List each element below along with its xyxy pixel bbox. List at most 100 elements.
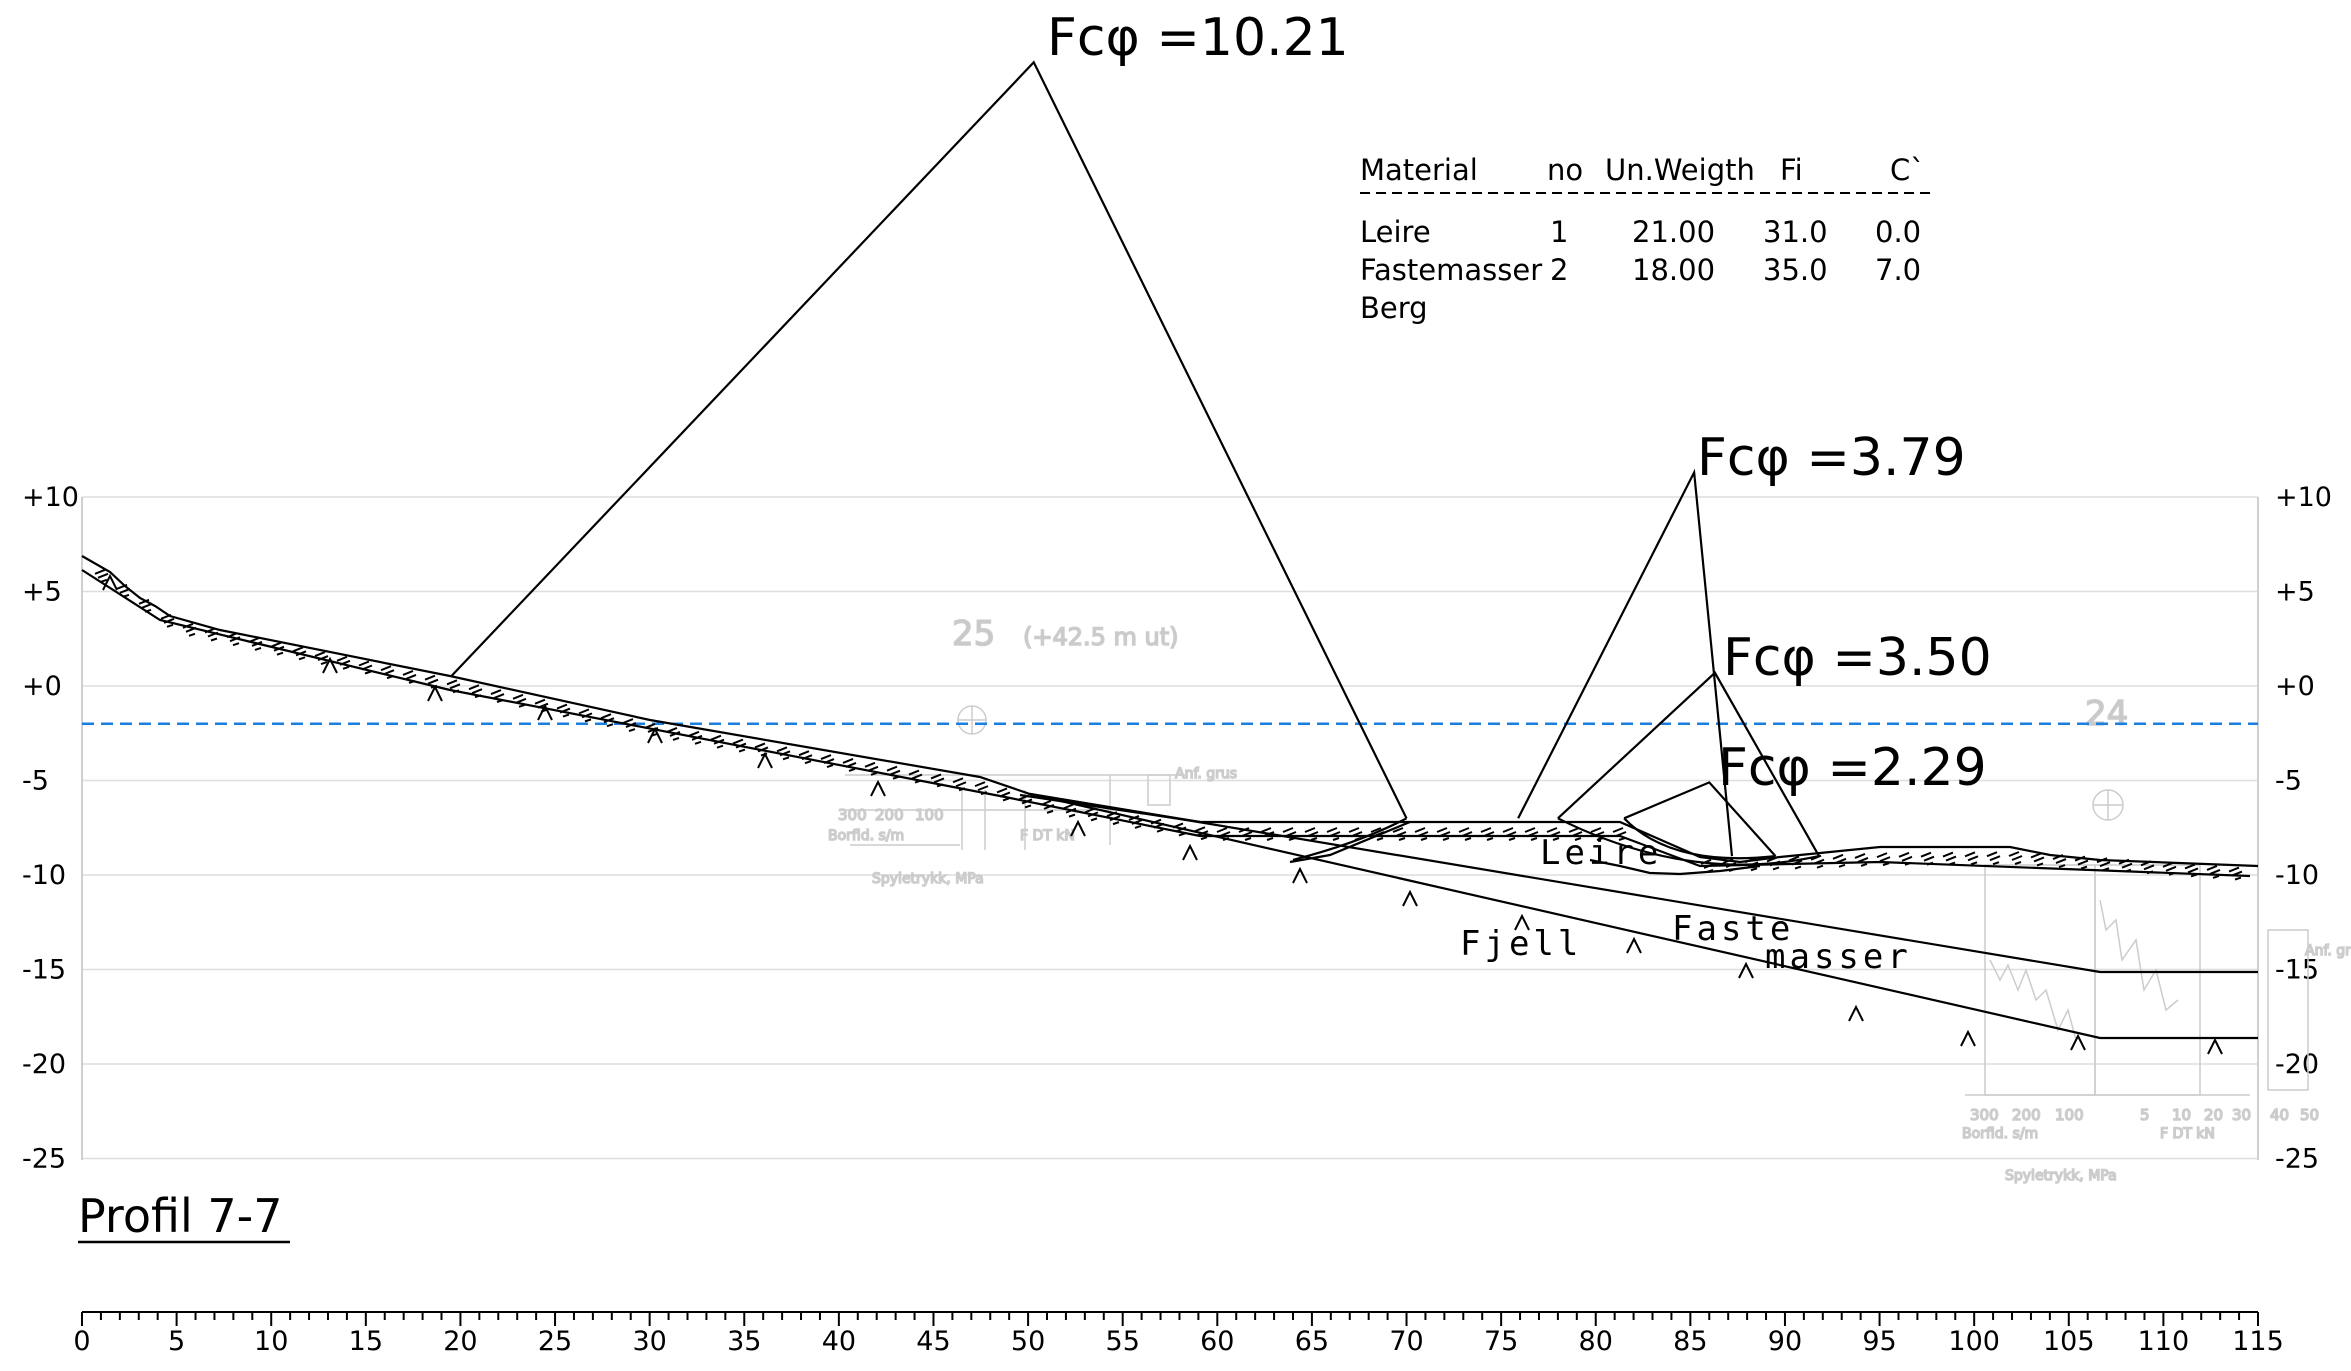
clay-hatch [160, 613, 175, 628]
table-header-material: Material [1360, 153, 1478, 187]
x-axis-ticks [81, 1312, 2259, 1326]
clay-hatch [1546, 827, 1561, 841]
bedrock-tick [2207, 1037, 2223, 1055]
clay-hatch [1986, 851, 2001, 866]
bedrock-tick-symbols [102, 573, 2223, 1055]
clay-hatch [204, 627, 219, 642]
clay-hatch [886, 765, 901, 780]
clay-hatch [1018, 794, 1033, 809]
clay-hatch [1062, 803, 1077, 818]
clay-hatch [116, 583, 131, 598]
clay-hatch [776, 746, 791, 761]
sounding-right-borfld: Borfld. s/m [1962, 1126, 2038, 1142]
clay-hatch [1480, 827, 1495, 841]
clay-hatch [2052, 854, 2067, 868]
fc-label-1: Fcφ =10.21 [1047, 8, 1349, 68]
x-tick-label: 85 [1673, 1326, 1707, 1357]
clay-hatch [2118, 858, 2133, 873]
x-tick-label: 100 [1948, 1326, 2000, 1357]
slip-arc-small [1623, 817, 1776, 860]
clay-hatch [1876, 852, 1891, 867]
clay-hatch [468, 684, 483, 699]
sounding-left-scale-2: 200 [875, 806, 904, 824]
bedrock-line [1029, 792, 2258, 1040]
soil-label-fill-1: Faste [1672, 909, 1794, 949]
x-tick-label: 0 [73, 1326, 90, 1357]
clay-hatch [952, 777, 967, 792]
clay-hatch [490, 689, 505, 703]
clay-hatch [226, 632, 241, 647]
y-tick-label-right: -5 [2275, 766, 2302, 797]
clay-hatch [2074, 855, 2089, 870]
clay-hatch [182, 622, 197, 637]
fc-label-4: Fcφ =2.29 [1718, 738, 1987, 798]
fc-label-2: Fcφ =3.79 [1697, 428, 1966, 488]
x-tick-label: 15 [349, 1326, 383, 1357]
clay-hatch [1392, 827, 1407, 841]
y-tick-label-left: +0 [22, 671, 62, 702]
soil-label-fill-2: masser [1765, 937, 1912, 977]
clay-hatch [380, 665, 395, 680]
y-tick-label-left: +10 [22, 482, 79, 513]
clay-hatch [1524, 827, 1539, 841]
bedrock-tick [1070, 819, 1086, 837]
x-tick-label: 95 [1862, 1326, 1896, 1357]
x-tick-label: 115 [2232, 1326, 2284, 1357]
clay-hatch [732, 738, 747, 753]
clay-hatch [1898, 851, 1913, 866]
table-cell: 2 [1550, 253, 1568, 287]
clay-hatch [1612, 827, 1627, 841]
clay-hatch [820, 754, 835, 769]
clay-hatch [908, 769, 923, 784]
x-tick-label: 40 [822, 1326, 856, 1357]
clay-hatch [1458, 827, 1473, 841]
table-cell: 35.0 [1763, 253, 1828, 287]
table-cell: Fastemasser [1360, 253, 1542, 287]
clay-hatch [556, 703, 571, 718]
clay-hatch [512, 693, 527, 708]
y-tick-label-left: +5 [22, 577, 62, 608]
sounding-right-f2: 10 [2172, 1106, 2191, 1124]
clay-hatch [1106, 811, 1121, 826]
y-tick-label-right: -15 [2275, 955, 2319, 986]
bedrock-tick [427, 684, 443, 702]
clay-hatch [1216, 827, 1231, 841]
clay-hatch [2184, 863, 2199, 878]
bedrock-tick [1514, 913, 1530, 931]
clay-hatch [1942, 851, 1957, 866]
clay-hatch [996, 787, 1011, 802]
clay-hatch [2030, 852, 2045, 867]
clay-hatch [1238, 827, 1253, 841]
clay-hatch [424, 674, 439, 689]
table-cell: 1 [1550, 215, 1568, 249]
y-tick-label-right: -25 [2275, 1144, 2319, 1175]
clay-bottom-curve [1589, 858, 1761, 876]
sounding-right-scale-2: 200 [2012, 1106, 2041, 1124]
x-tick-label: 20 [443, 1326, 477, 1357]
clay-hatch [2140, 860, 2155, 875]
sounding-left-scale-3: 100 [915, 806, 944, 824]
sounding-right-f6: 50 [2300, 1106, 2319, 1124]
bedrock-tick [870, 779, 886, 797]
clay-hatch [1854, 853, 1869, 867]
clay-hatch [1194, 826, 1209, 841]
clay-hatch [1150, 818, 1165, 833]
clay-hatch [314, 651, 329, 666]
clay-hatch [336, 655, 351, 670]
sounding-left-borfld: Borfld. s/m [828, 828, 904, 844]
slip-surface-4 [1623, 781, 1777, 857]
table-cell: Leire [1360, 215, 1431, 249]
bedrock-tick [1626, 936, 1642, 954]
clay-hatch [248, 637, 263, 651]
sounding-left-number: 25 [952, 614, 995, 654]
material-table: Material no Un.Weigth Fi C` Leire 1 21.0… [1360, 153, 1930, 325]
clay-hatch [446, 679, 461, 694]
sounding-right-fdt: F DT kN [2160, 1126, 2215, 1142]
clay-hatch [578, 708, 593, 723]
sounding-left-fdt: F DT kN [1020, 828, 1075, 844]
clay-hatch [94, 568, 109, 583]
terrain-surface-line [81, 555, 2259, 868]
fc-label-3: Fcφ =3.50 [1723, 628, 1992, 688]
x-tick-label: 30 [632, 1326, 666, 1357]
x-tick-label: 105 [2043, 1326, 2095, 1357]
